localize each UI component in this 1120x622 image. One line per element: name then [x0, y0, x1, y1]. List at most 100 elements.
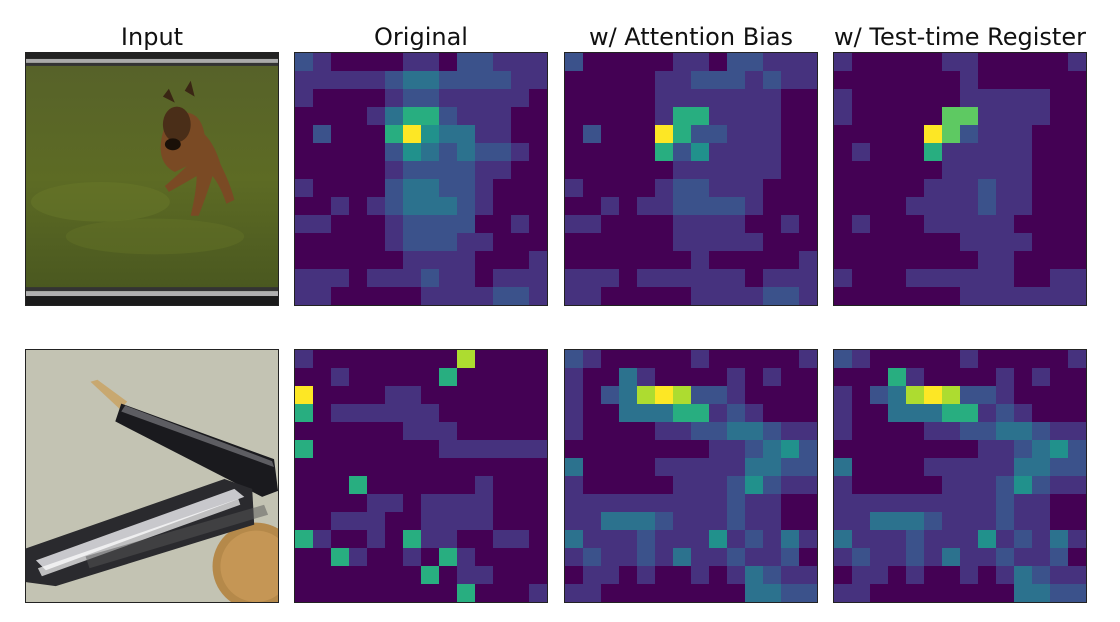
heatmap-cell — [942, 215, 961, 234]
heatmap-cell — [331, 512, 350, 531]
heatmap-cell — [331, 143, 350, 162]
heatmap-cell — [978, 89, 997, 108]
heatmap-cell — [493, 566, 512, 585]
heatmap-cell — [799, 161, 817, 180]
heatmap-cell — [673, 53, 692, 72]
heatmap-cell — [924, 269, 943, 288]
heatmap-cell — [349, 422, 368, 441]
heatmap-cell — [870, 215, 889, 234]
heatmap-cell — [888, 161, 907, 180]
heatmap-cell — [511, 161, 530, 180]
heatmap-cell — [421, 251, 440, 270]
heatmap-cell — [870, 53, 889, 72]
heatmap-cell — [906, 179, 925, 198]
heatmap-cell — [906, 494, 925, 513]
heatmap-cell — [511, 233, 530, 252]
heatmap-cell — [799, 440, 817, 459]
heatmap-cell — [457, 179, 476, 198]
heatmap-cell — [439, 494, 458, 513]
heatmap-cell — [637, 287, 656, 305]
heatmap-cell — [745, 566, 764, 585]
heatmap-cell — [457, 125, 476, 144]
heatmap-cell — [421, 71, 440, 90]
heatmap-cell — [493, 404, 512, 423]
heatmap-cell — [673, 269, 692, 288]
heatmap-cell — [763, 368, 782, 387]
heatmap-cell — [960, 368, 979, 387]
heatmap-cell — [745, 269, 764, 288]
heatmap-cell — [619, 269, 638, 288]
heatmap-cell — [1050, 143, 1069, 162]
heatmap-cell — [691, 143, 710, 162]
heatmap-cell — [655, 89, 674, 108]
heatmap-cell — [565, 476, 584, 495]
heatmap-cell — [403, 53, 422, 72]
heatmap-cell — [942, 512, 961, 531]
heatmap-cell — [996, 440, 1015, 459]
heatmap-cell — [852, 350, 871, 369]
heatmap-cell — [655, 197, 674, 216]
heatmap-cell — [763, 53, 782, 72]
heatmap-cell — [457, 287, 476, 305]
heatmap-cell — [655, 584, 674, 602]
heatmap-cell — [1050, 287, 1069, 305]
heatmap-cell — [763, 125, 782, 144]
heatmap-cell — [457, 71, 476, 90]
heatmap-cell — [942, 548, 961, 567]
heatmap-cell — [403, 440, 422, 459]
heatmap-cell — [619, 386, 638, 405]
heatmap-cell — [349, 125, 368, 144]
heatmap-cell — [403, 422, 422, 441]
heatmap-cell — [601, 548, 620, 567]
heatmap-cell — [781, 494, 800, 513]
heatmap-cell — [709, 251, 728, 270]
heatmap-cell — [1068, 494, 1086, 513]
heatmap-cell — [637, 476, 656, 495]
heatmap-cell — [331, 458, 350, 477]
heatmap-cell — [709, 269, 728, 288]
heatmap-cell — [529, 215, 547, 234]
heatmap-cell — [781, 269, 800, 288]
heatmap-cell — [367, 494, 386, 513]
heatmap-cell — [870, 269, 889, 288]
heatmap-cell — [1068, 584, 1086, 602]
heatmap-cell — [529, 548, 547, 567]
heatmap-cell — [978, 494, 997, 513]
heatmap-cell — [619, 161, 638, 180]
heatmap-cell — [385, 476, 404, 495]
heatmap-cell — [1050, 125, 1069, 144]
heatmap-cell — [852, 53, 871, 72]
heatmap-cell — [385, 251, 404, 270]
heatmap-cell — [619, 215, 638, 234]
heatmap-cell — [763, 566, 782, 585]
heatmap-cell — [313, 251, 332, 270]
heatmap-cell — [727, 368, 746, 387]
heatmap-cell — [691, 179, 710, 198]
heatmap-cell — [601, 350, 620, 369]
heatmap-cell — [799, 287, 817, 305]
heatmap-cell — [745, 251, 764, 270]
heatmap-cell — [349, 233, 368, 252]
heatmap-cell — [439, 287, 458, 305]
heatmap-cell — [924, 233, 943, 252]
heatmap-cell — [619, 494, 638, 513]
heatmap-cell — [1014, 512, 1033, 531]
heatmap-cell — [349, 494, 368, 513]
heatmap-cell — [978, 566, 997, 585]
heatmap-cell — [834, 422, 853, 441]
heatmap-cell — [1032, 584, 1051, 602]
heatmap-cell — [565, 584, 584, 602]
heatmap-cell — [1068, 53, 1086, 72]
heatmap-cell — [637, 197, 656, 216]
heatmap-cell — [331, 287, 350, 305]
heatmap-cell — [673, 458, 692, 477]
heatmap-cell — [511, 512, 530, 531]
heatmap-cell — [565, 494, 584, 513]
heatmap-cell — [619, 197, 638, 216]
heatmap-cell — [906, 287, 925, 305]
heatmap-cell — [924, 89, 943, 108]
heatmap-cell — [331, 161, 350, 180]
heatmap-cell — [511, 287, 530, 305]
heatmap-cell — [529, 143, 547, 162]
heatmap-cell — [439, 53, 458, 72]
